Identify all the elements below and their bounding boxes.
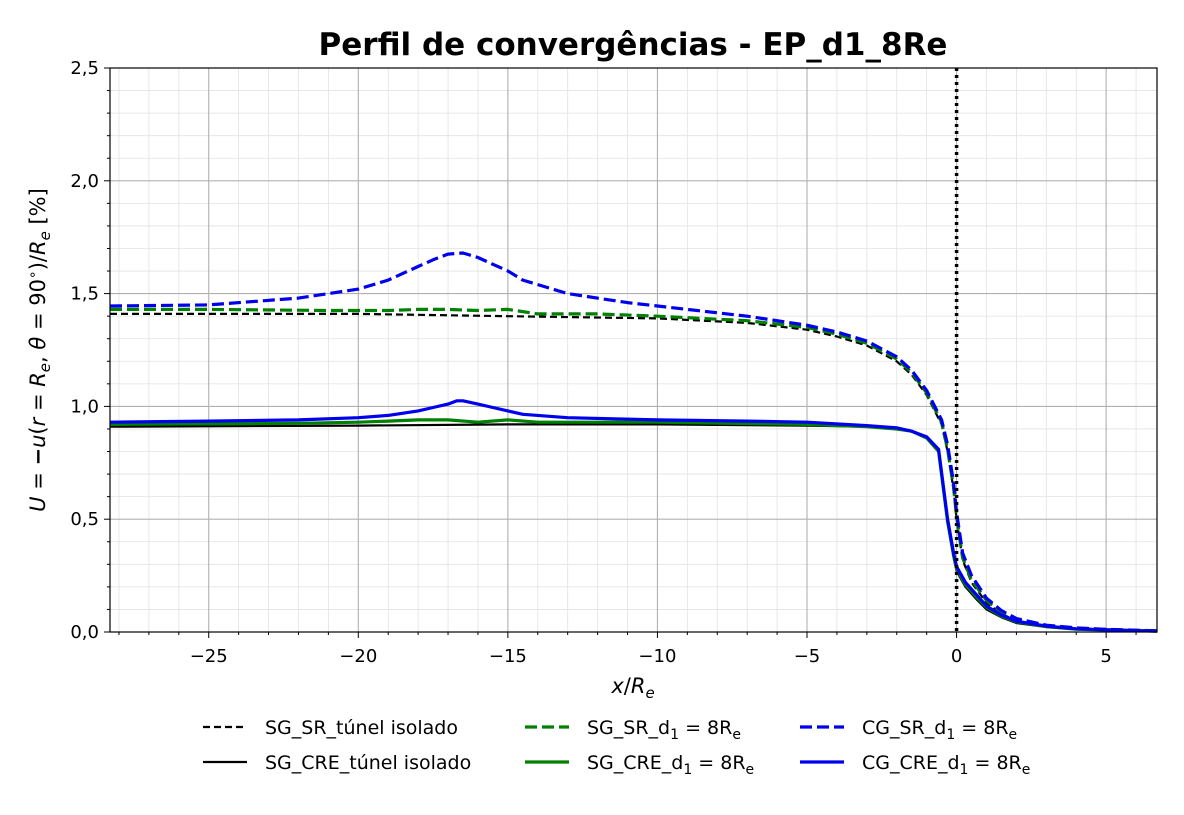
x-tick-label: −15 [489, 646, 527, 667]
y-tick-label: 1,0 [70, 396, 99, 417]
axis-ticks: −25 −20 −15 −10 −5 0 5 0,0 0,5 1,0 1,5 2,0 2,5 [70, 58, 1137, 667]
legend-label: CG_SR_d1 = 8Re [862, 717, 1017, 743]
series-line-sg-sr-d1-8re [110, 307, 1158, 633]
chart-title: Perfil de convergências - EP_d1_8Re [319, 27, 948, 63]
legend-label: SG_SR_d1 = 8Re [587, 717, 741, 743]
x-tick-label: 5 [1100, 646, 1111, 667]
series-line-cg-cre-d1-8re [109, 399, 1158, 633]
y-tick-label: 1,5 [70, 284, 99, 305]
x-tick-label: −25 [190, 646, 228, 667]
series-line-sg-cre-t-nel-isolado [109, 423, 1158, 633]
series-line-cg-sr-d1-8re [109, 251, 1158, 633]
legend-label: SG_CRE_túnel isolado [265, 752, 471, 774]
legend-label: SG_CRE_d1 = 8Re [587, 752, 754, 778]
legend-label: SG_SR_túnel isolado [265, 717, 458, 739]
x-axis-label: x/Re [610, 674, 654, 702]
x-tick-label: −5 [794, 646, 821, 667]
x-tick-label: 0 [951, 646, 962, 667]
y-tick-label: 2,0 [70, 171, 99, 192]
y-tick-label: 0,5 [70, 509, 99, 530]
y-tick-label: 0,0 [70, 622, 99, 643]
grid [110, 67, 1157, 633]
legend: SG_SR_túnel isolado SG_SR_d1 = 8Re CG_SR_d… [203, 717, 1030, 778]
plot-frame [109, 67, 1158, 633]
x-tick-label: −20 [339, 646, 377, 667]
series-layer [109, 251, 1158, 633]
legend-label: CG_CRE_d1 = 8Re [862, 752, 1030, 778]
x-tick-label: −10 [638, 646, 676, 667]
y-tick-label: 2,5 [70, 58, 99, 79]
y-axis-label: U = −u(r = Re, θ = 90∘)/Re [%] [25, 188, 54, 512]
